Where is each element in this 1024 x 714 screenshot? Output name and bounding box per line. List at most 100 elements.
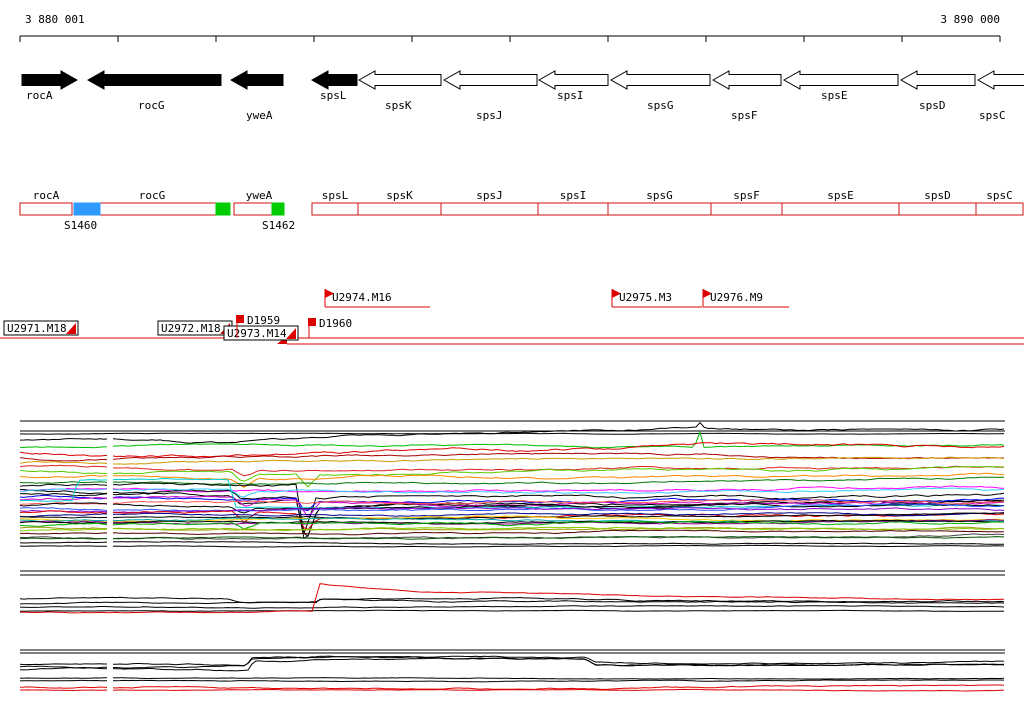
probe-S1460[interactable] <box>73 202 101 216</box>
gene-arrow-label-spsL: spsL <box>320 89 347 102</box>
expression-panel-main-trace-10 <box>19 482 1005 534</box>
marker-box-label-U2973.M14[interactable]: U2973.M14 <box>227 327 287 340</box>
gene-box-spsL[interactable] <box>311 202 359 216</box>
expression-panel-main-trace-9 <box>19 476 1004 485</box>
gene-arrow-spsL[interactable] <box>310 70 358 90</box>
probe-rocG-3p-probe[interactable] <box>215 202 231 216</box>
gene-arrow-label-rocG: rocG <box>138 99 165 112</box>
marker-flag-D1960[interactable] <box>308 318 316 326</box>
expression-panel-main-trace-6 <box>19 464 1005 477</box>
marker-flag-U2975.M3[interactable] <box>612 289 621 298</box>
expression-panel-main-trace-32 <box>19 529 1005 536</box>
gene-box-spsF[interactable] <box>710 202 783 216</box>
expression-panel-main-trace-4 <box>19 452 1004 462</box>
gene-arrow-label-spsC: spsC <box>979 109 1006 122</box>
marker-flag-U2974.M16[interactable] <box>325 289 334 298</box>
expression-panel-main-trace-31 <box>19 526 1005 532</box>
marker-box-U2973.M14[interactable] <box>223 325 299 341</box>
expression-panel-bottom-data-gap <box>107 655 113 692</box>
expression-panel-main-trace-19 <box>19 502 1005 514</box>
gene-box-label-spsJ: spsJ <box>476 189 503 202</box>
expression-panel-mid-trace-4 <box>19 583 1005 614</box>
expression-panel-main-trace-36 <box>19 544 1005 548</box>
gene-arrow-label-rocA: rocA <box>26 89 53 102</box>
expression-panel-main-trace-11 <box>19 485 1005 493</box>
gene-box-label-spsE: spsE <box>827 189 854 202</box>
gene-arrow-label-yweA: yweA <box>246 109 273 122</box>
probe-label-S1462: S1462 <box>262 219 295 232</box>
expression-panel-main-trace-24 <box>20 512 1004 519</box>
gene-box-label-spsD: spsD <box>924 189 951 202</box>
marker-track: U2974.M16 U2975.M3 U2976.M9 U2971.M18 U2972.… <box>0 289 1024 345</box>
gene-arrow-label-spsG: spsG <box>647 99 674 112</box>
gene-arrow-spsF[interactable] <box>711 70 782 90</box>
expression-panel-main-trace-2 <box>19 430 1005 449</box>
expression-panel-main <box>19 420 1005 548</box>
expression-panel-main-trace-13 <box>19 487 1005 498</box>
expression-panel-main-trace-8 <box>19 472 1005 488</box>
expression-panel-main-trace-23 <box>19 512 1005 518</box>
gene-box-spsK[interactable] <box>357 202 442 216</box>
probe-S1462[interactable] <box>271 202 285 216</box>
gene-box-spsE[interactable] <box>781 202 900 216</box>
gene-arrow-spsG[interactable] <box>609 70 711 90</box>
expression-profile-plots <box>19 420 1005 692</box>
marker-label-D1960[interactable]: D1960 <box>319 317 352 330</box>
marker-flag-U2976.M9[interactable] <box>703 289 712 298</box>
expression-panel-main-trace-14 <box>19 492 1004 537</box>
marker-label-D1959[interactable]: D1959 <box>247 314 280 327</box>
gene-box-spsI[interactable] <box>537 202 609 216</box>
expression-panel-main-trace-35 <box>19 541 1004 545</box>
gene-box-label-yweA: yweA <box>246 189 273 202</box>
expression-panel-main-trace-5 <box>19 456 1005 465</box>
marker-box-U2971.M18[interactable] <box>3 320 79 336</box>
gene-arrow-yweA[interactable] <box>229 70 284 90</box>
marker-box-flag-U2973.M14[interactable] <box>286 328 296 339</box>
gene-box-spsG[interactable] <box>607 202 712 216</box>
gene-box-rocA[interactable] <box>19 202 73 216</box>
expression-panel-bottom-trace-6 <box>19 688 1004 692</box>
gene-arrow-spsK[interactable] <box>357 70 442 90</box>
expression-panel-mid-trace-0 <box>19 596 1005 604</box>
expression-panel-main-data-gap <box>107 434 113 548</box>
probe-label-S1460: S1460 <box>64 219 97 232</box>
gene-arrow-track: rocA rocG yweA spsL spsK spsJ spsI spsG spsF spsE… <box>21 70 1024 122</box>
gene-arrow-label-spsI: spsI <box>557 89 584 102</box>
marker-box-label-U2972.M18[interactable]: U2972.M18 <box>161 322 221 335</box>
marker-label-U2976.M9[interactable]: U2976.M9 <box>710 291 763 304</box>
gene-box-label-spsL: spsL <box>322 189 349 202</box>
gene-arrow-spsI[interactable] <box>537 70 609 90</box>
gene-box-label-spsC: spsC <box>986 189 1013 202</box>
coordinate-ruler <box>19 35 1001 42</box>
marker-label-U2975.M3[interactable]: U2975.M3 <box>619 291 672 304</box>
expression-panel-main-trace-7 <box>19 466 1005 488</box>
expression-panel-main-trace-0 <box>19 432 1005 435</box>
gene-box-label-spsI: spsI <box>560 189 587 202</box>
expression-panel-mid <box>19 570 1005 614</box>
expression-panel-main-trace-3 <box>19 442 1005 458</box>
gene-box-spsD[interactable] <box>898 202 977 216</box>
ruler-end-label: 3 890 000 <box>940 13 1000 26</box>
gene-arrow-spsC[interactable] <box>976 70 1024 90</box>
gene-box-spsJ[interactable] <box>440 202 539 216</box>
gene-box-spsC[interactable] <box>975 202 1024 216</box>
marker-box-label-U2971.M18[interactable]: U2971.M18 <box>7 322 67 335</box>
gene-arrow-spsJ[interactable] <box>442 70 538 90</box>
marker-label-U2974.M16[interactable]: U2974.M16 <box>332 291 392 304</box>
gene-box-label-rocA: rocA <box>33 189 60 202</box>
gene-arrow-spsE[interactable] <box>782 70 899 90</box>
expression-panel-mid-trace-1 <box>19 598 1005 605</box>
expression-panel-main-trace-29 <box>19 520 1005 530</box>
gene-arrow-label-spsD: spsD <box>919 99 946 112</box>
marker-flag-D1959[interactable] <box>236 315 244 323</box>
gene-arrow-label-spsK: spsK <box>385 99 412 112</box>
expression-panel-bottom-trace-3 <box>19 677 1005 680</box>
marker-box-flag-U2971.M18[interactable] <box>66 323 76 334</box>
expression-panel-mid-trace-2 <box>19 605 1005 609</box>
gene-arrow-rocA[interactable] <box>21 70 79 90</box>
gene-arrow-rocG[interactable] <box>86 70 222 90</box>
expression-panel-bottom-trace-0 <box>19 655 1005 667</box>
gene-arrow-spsD[interactable] <box>899 70 976 90</box>
